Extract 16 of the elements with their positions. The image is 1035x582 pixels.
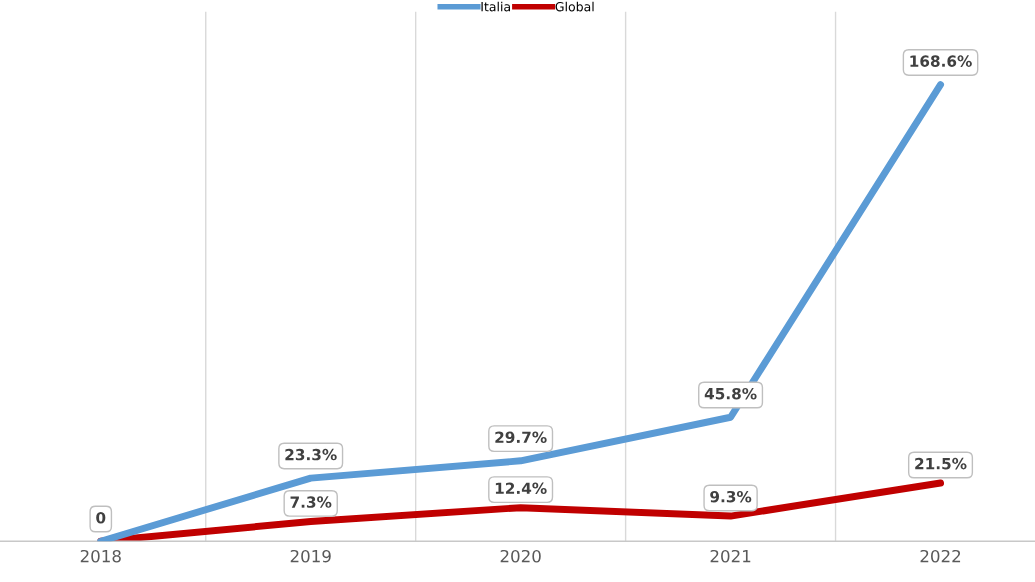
x-tick-label: 2021 (710, 549, 751, 563)
data-label: 0 (96, 511, 106, 524)
x-tick-label: 2018 (80, 549, 121, 563)
data-label: 29.7% (495, 431, 547, 444)
x-tick-label: 2019 (290, 549, 331, 563)
data-label: 7.3% (290, 496, 332, 508)
x-tick-label: 2022 (920, 549, 961, 563)
data-label: 12.4% (495, 482, 547, 495)
legend-label: Italia (481, 1, 510, 12)
x-tick-label: 2020 (500, 549, 541, 563)
data-label: 9.3% (710, 490, 752, 503)
data-label: 23.3% (285, 448, 337, 461)
data-label: 21.5% (915, 457, 967, 470)
data-label: 168.6% (910, 55, 972, 67)
legend-label: Global (555, 1, 594, 12)
data-label: 45.8% (704, 387, 757, 400)
